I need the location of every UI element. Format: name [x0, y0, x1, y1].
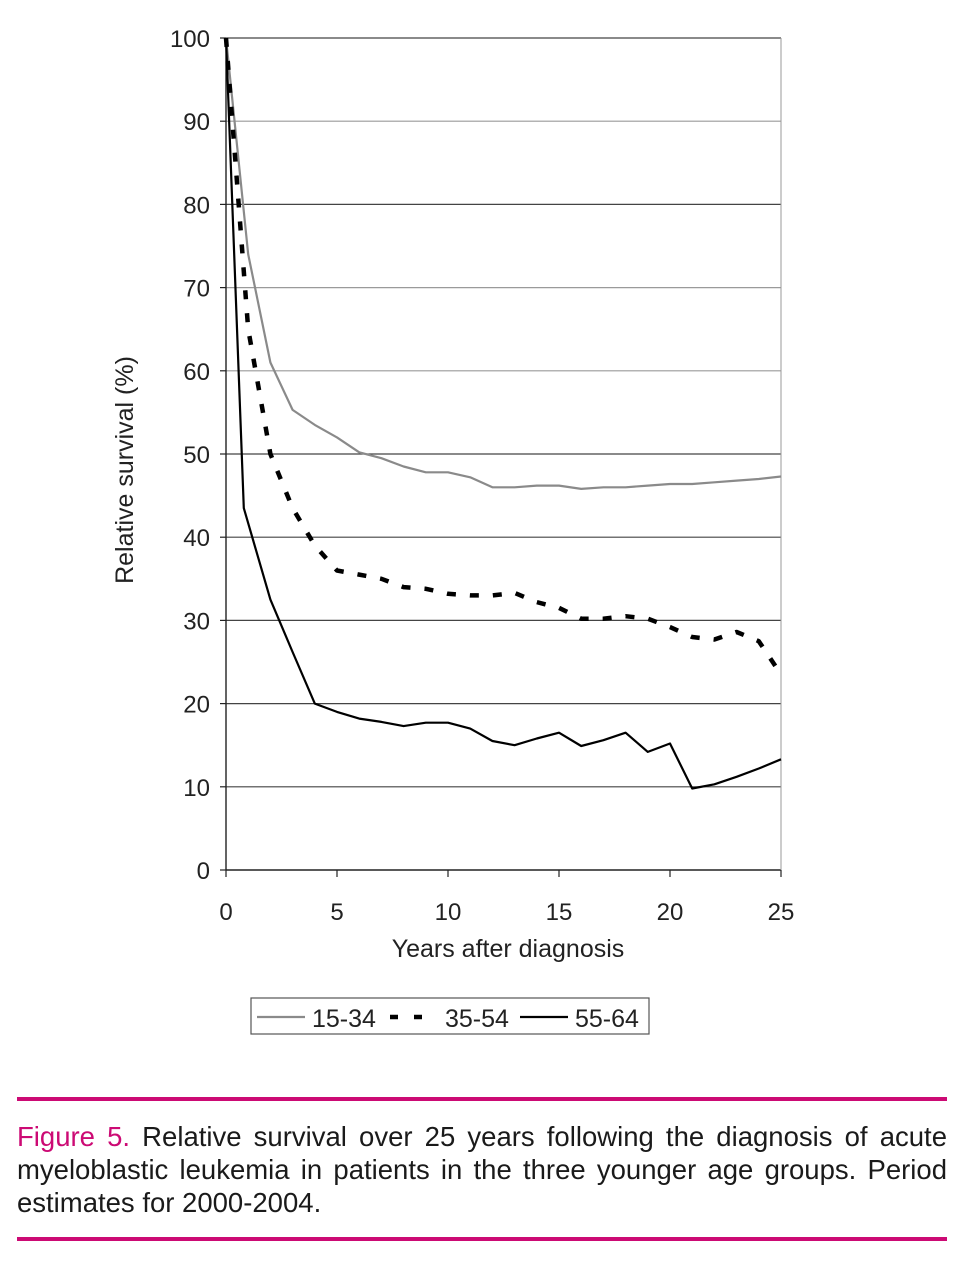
caption-text: Relative survival over 25 years followin… — [17, 1121, 947, 1218]
figure-caption: Figure 5. Relative survival over 25 year… — [17, 1120, 947, 1219]
y-tick-label-10: 10 — [183, 775, 210, 802]
y-axis-title: Relative survival (%) — [111, 356, 139, 584]
tick-labels: 0 10 20 30 40 50 60 70 80 90 100 0 5 10 15 20 25 — [170, 26, 794, 926]
legend-label-15-34: 15-34 — [312, 1005, 376, 1033]
series-line-15-34 — [224, 37, 782, 490]
x-tick-label-5: 5 — [330, 899, 343, 926]
x-tick-label-15: 15 — [546, 899, 573, 926]
series-lines — [223, 37, 783, 790]
x-tick-label-10: 10 — [435, 899, 462, 926]
caption-top-rule — [17, 1097, 947, 1101]
legend: 15-34 35-54 55-64 — [250, 997, 650, 1035]
y-tick-label-60: 60 — [183, 359, 210, 386]
y-tick-label-20: 20 — [183, 692, 210, 719]
caption-bottom-rule — [17, 1237, 947, 1241]
y-tick-label-70: 70 — [183, 276, 210, 303]
x-axis-title: Years after diagnosis — [392, 935, 625, 963]
axes — [220, 37, 782, 877]
y-tick-label-30: 30 — [183, 608, 210, 635]
x-tick-label-20: 20 — [657, 899, 684, 926]
chart: 0 10 20 30 40 50 60 70 80 90 100 0 5 10 15 20 25 Years a… — [111, 26, 794, 1035]
legend-label-35-54: 35-54 — [445, 1005, 509, 1033]
series-line-55-64 — [224, 37, 782, 790]
y-tick-label-50: 50 — [183, 442, 210, 469]
legend-box — [250, 997, 650, 1035]
x-tick-label-0: 0 — [219, 899, 232, 926]
y-tick-label-80: 80 — [183, 192, 210, 219]
series-line-35-54 — [223, 37, 783, 676]
y-tick-label-40: 40 — [183, 525, 210, 552]
gridlines — [226, 37, 781, 788]
legend-label-55-64: 55-64 — [575, 1005, 639, 1033]
y-tick-label-100: 100 — [170, 26, 210, 53]
y-tick-label-90: 90 — [183, 109, 210, 136]
x-tick-label-25: 25 — [768, 899, 795, 926]
y-tick-label-0: 0 — [197, 858, 210, 885]
figure-label: Figure 5. — [17, 1121, 131, 1152]
